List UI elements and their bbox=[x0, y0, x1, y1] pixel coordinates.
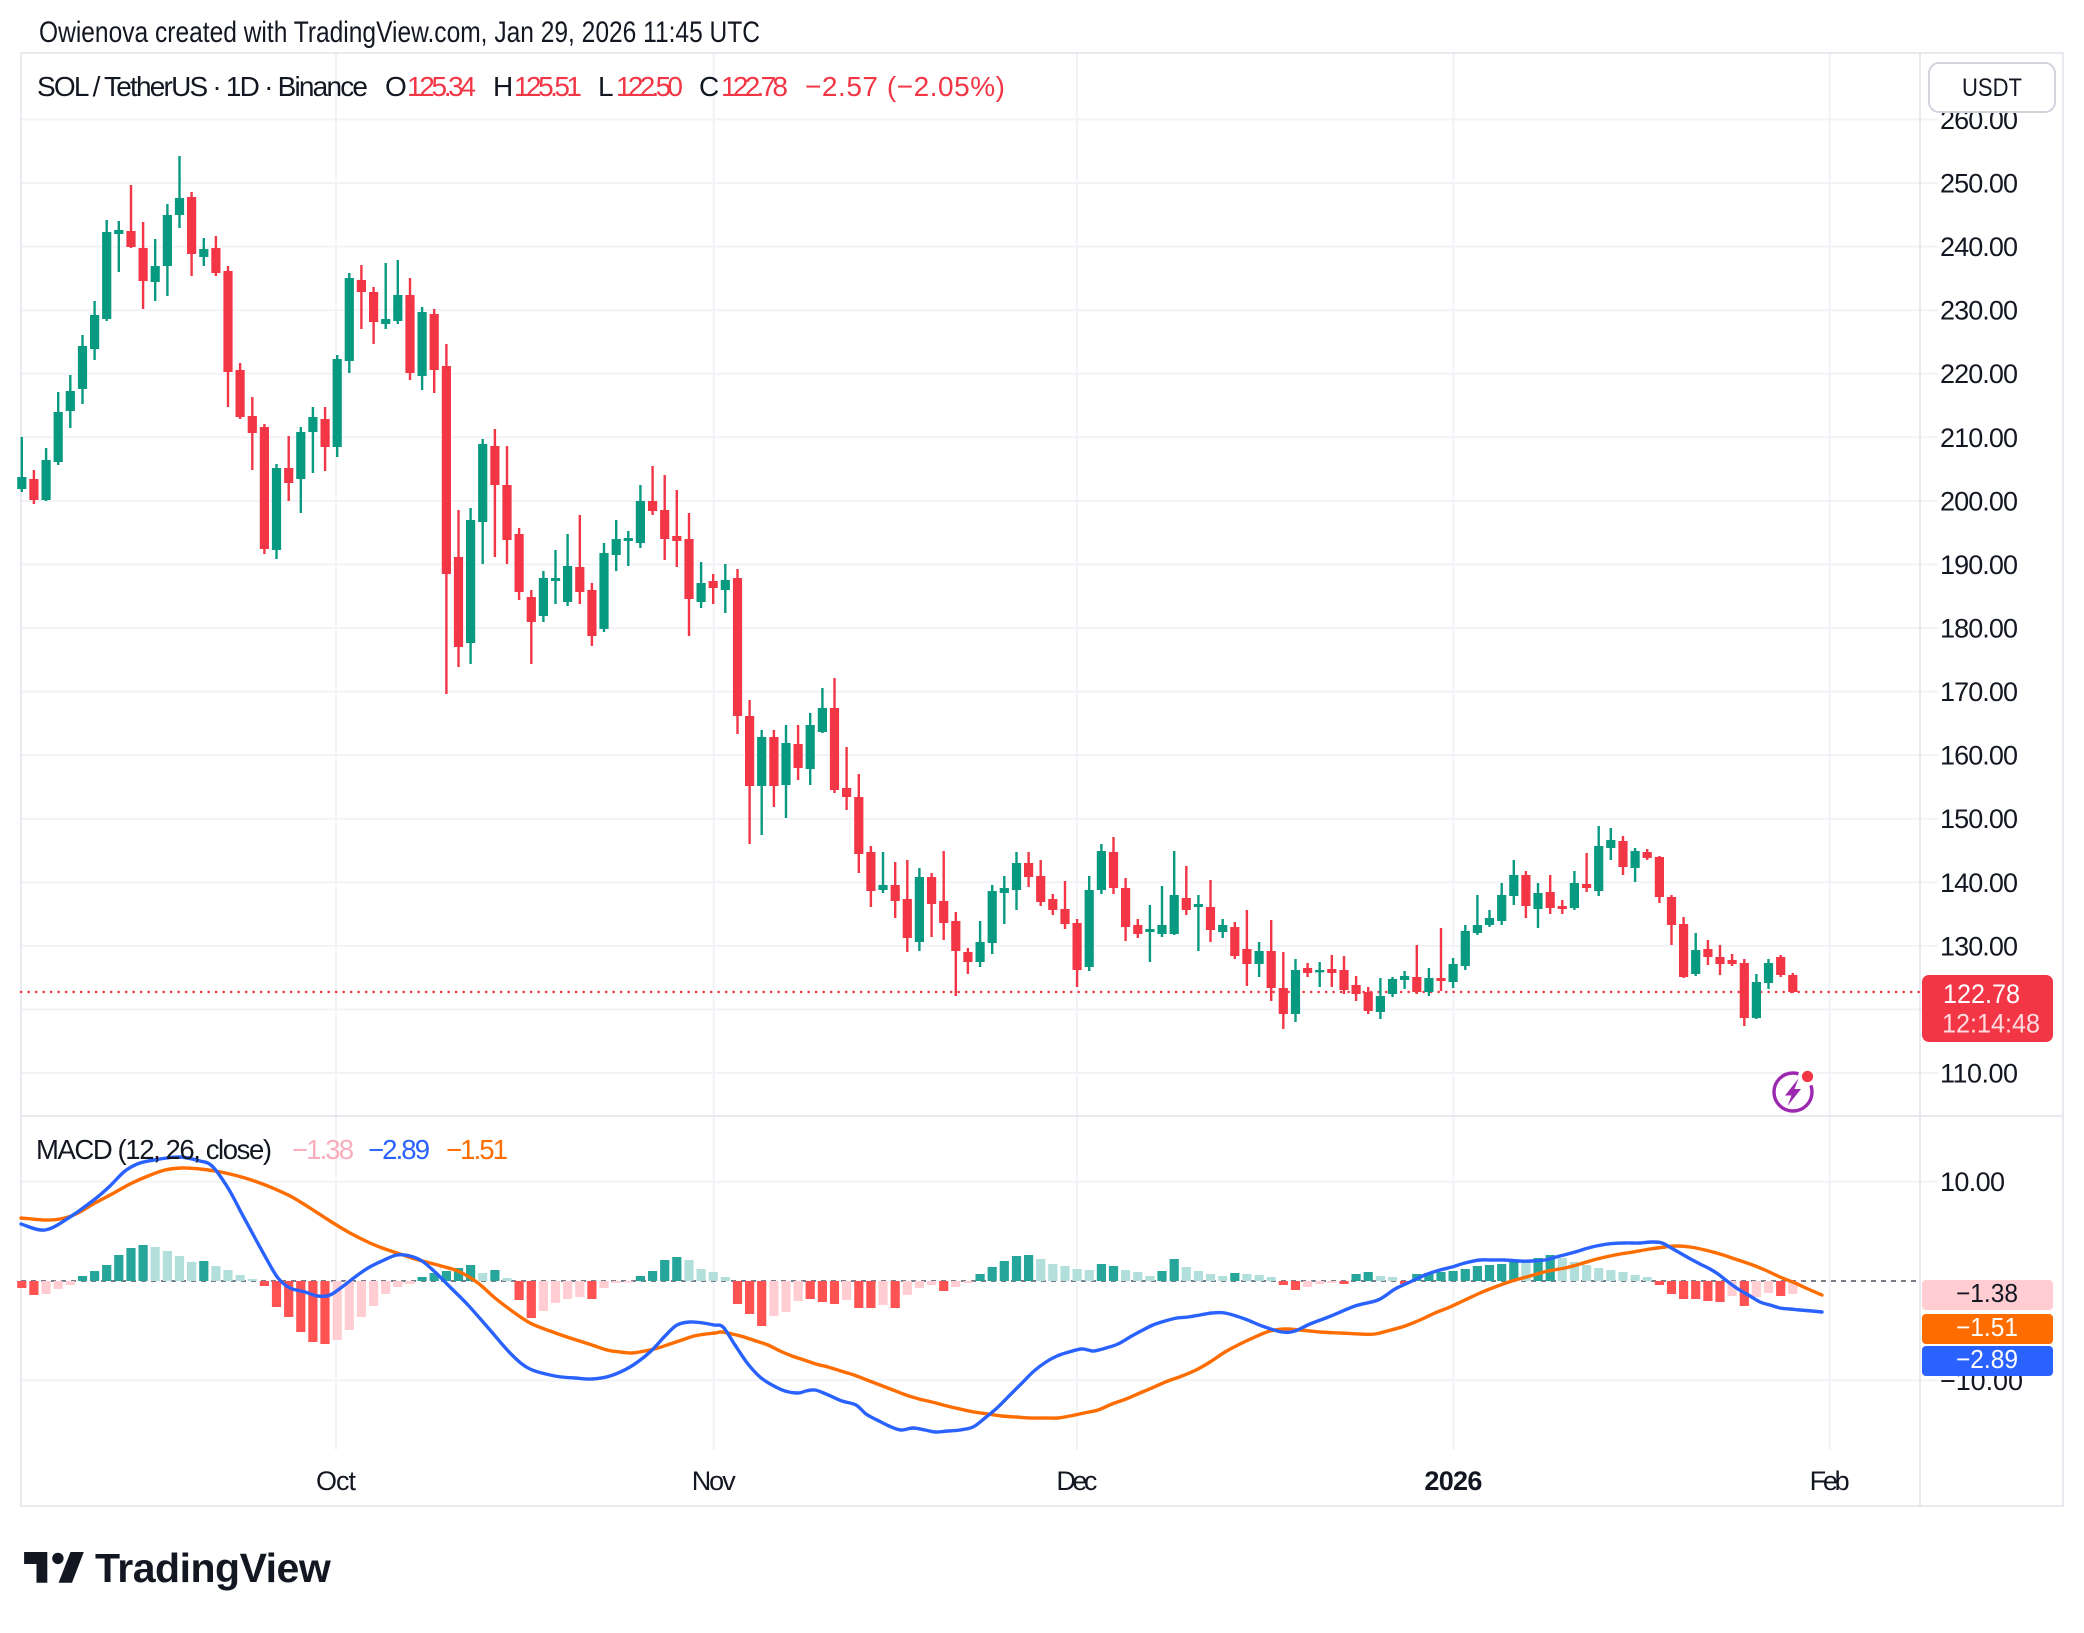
svg-text:Owienova created with TradingV: Owienova created with TradingView.com, J… bbox=[39, 16, 760, 49]
svg-text:−1.51: −1.51 bbox=[1956, 1312, 2018, 1342]
svg-text:110.00: 110.00 bbox=[1940, 1059, 2018, 1089]
svg-text:−2.89: −2.89 bbox=[1956, 1344, 2018, 1374]
svg-text:240.00: 240.00 bbox=[1940, 232, 2018, 262]
svg-text:10.00: 10.00 bbox=[1940, 1167, 2005, 1197]
svg-text:TradingView: TradingView bbox=[95, 1545, 331, 1591]
svg-text:150.00: 150.00 bbox=[1940, 804, 2018, 834]
svg-text:180.00: 180.00 bbox=[1940, 614, 2018, 644]
svg-text:160.00: 160.00 bbox=[1940, 741, 2018, 771]
svg-text:Nov: Nov bbox=[692, 1466, 737, 1496]
svg-text:2026: 2026 bbox=[1424, 1466, 1482, 1496]
svg-text:250.00: 250.00 bbox=[1940, 169, 2018, 199]
svg-text:12:14:48: 12:14:48 bbox=[1942, 1009, 2040, 1039]
svg-text:200.00: 200.00 bbox=[1940, 486, 2018, 516]
svg-text:130.00: 130.00 bbox=[1940, 931, 2018, 961]
svg-text:−1.38: −1.38 bbox=[1956, 1278, 2018, 1308]
svg-text:USDT: USDT bbox=[1962, 74, 2022, 102]
svg-text:Oct: Oct bbox=[316, 1466, 356, 1496]
svg-text:122.78: 122.78 bbox=[1943, 979, 2020, 1009]
svg-text:220.00: 220.00 bbox=[1940, 359, 2018, 389]
svg-text:190.00: 190.00 bbox=[1940, 550, 2018, 580]
svg-text:MACD (12, 26, close)−1.38−2.89: MACD (12, 26, close) −1.38 −2.89 −1.51 bbox=[36, 1134, 508, 1165]
svg-text:Feb: Feb bbox=[1810, 1466, 1850, 1496]
svg-text:230.00: 230.00 bbox=[1940, 296, 2018, 326]
svg-text:170.00: 170.00 bbox=[1940, 677, 2018, 707]
svg-text:210.00: 210.00 bbox=[1940, 423, 2018, 453]
svg-text:140.00: 140.00 bbox=[1940, 868, 2018, 898]
svg-text:Dec: Dec bbox=[1056, 1466, 1097, 1496]
